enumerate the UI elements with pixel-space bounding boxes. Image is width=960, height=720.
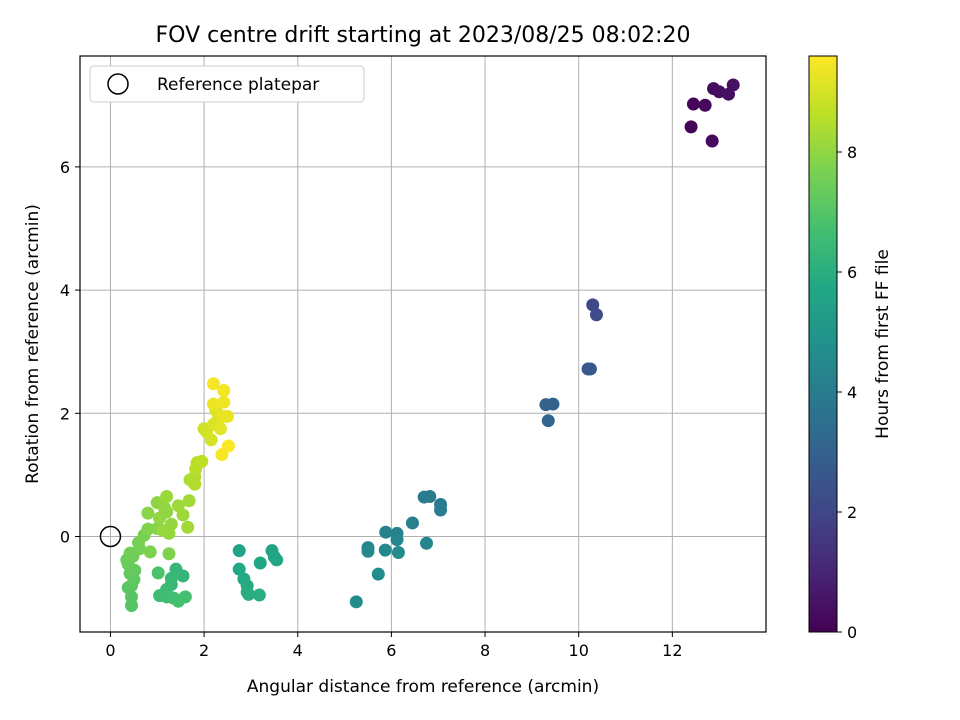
data-point: [195, 454, 209, 468]
data-point: [153, 511, 167, 525]
data-point: [141, 506, 155, 520]
data-point: [589, 308, 603, 322]
data-point: [232, 562, 246, 576]
x-tick-label: 12: [662, 641, 682, 660]
data-point: [371, 567, 385, 581]
data-point: [684, 120, 698, 134]
data-point: [583, 362, 597, 376]
colorbar-tick-label: 4: [847, 383, 857, 402]
chart-title: FOV centre drift starting at 2023/08/25 …: [156, 23, 691, 48]
y-axis-label: Rotation from reference (arcmin): [23, 204, 43, 484]
data-points: [120, 78, 740, 613]
x-tick-label: 8: [480, 641, 490, 660]
data-point: [213, 422, 227, 436]
legend-label: Reference platepar: [157, 75, 319, 95]
data-point: [726, 78, 740, 92]
data-point: [232, 544, 246, 558]
x-tick-label: 0: [105, 641, 115, 660]
plot-frame: [79, 55, 767, 633]
colorbar-tick-label: 2: [847, 503, 857, 522]
data-point: [182, 494, 196, 508]
data-point: [379, 525, 393, 539]
x-tick-label: 4: [293, 641, 303, 660]
y-tick-label: 4: [60, 281, 70, 300]
legend-marker-icon: [107, 73, 129, 95]
data-point: [176, 508, 190, 522]
reference-marker: [99, 525, 122, 548]
data-point: [270, 553, 284, 567]
data-point: [221, 409, 235, 423]
data-point: [541, 414, 555, 428]
data-point: [686, 97, 700, 111]
data-point: [206, 397, 220, 411]
data-point: [162, 526, 176, 540]
x-tick-label: 10: [569, 641, 589, 660]
y-tick-label: 2: [60, 404, 70, 423]
x-axis-label: Angular distance from reference (arcmin): [247, 677, 599, 697]
x-tick-label: 6: [386, 641, 396, 660]
x-axis-ticks: 0 2 4 6 8 10 12: [105, 632, 683, 660]
y-tick-label: 6: [60, 158, 70, 177]
colorbar-ticks: 0 2 4 6 8: [837, 143, 857, 642]
data-point: [141, 522, 155, 536]
legend-box: [89, 65, 365, 103]
data-point: [217, 395, 231, 409]
data-point: [242, 587, 256, 601]
data-point: [151, 566, 165, 580]
data-point: [252, 588, 266, 602]
data-point: [705, 134, 719, 148]
data-point: [253, 556, 267, 570]
data-point: [391, 546, 405, 560]
reference-platepar-point: [99, 525, 122, 548]
data-point: [143, 545, 157, 559]
y-tick-label: 0: [60, 528, 70, 547]
data-point: [160, 489, 174, 503]
data-point: [405, 516, 419, 530]
data-point: [188, 477, 202, 491]
data-point: [181, 520, 195, 534]
colorbar-label: Hours from first FF file: [873, 249, 893, 439]
legend: Reference platepar: [89, 65, 365, 103]
colorbar-tick-label: 8: [847, 143, 857, 162]
data-point: [586, 298, 600, 312]
data-point: [390, 533, 404, 547]
data-point: [434, 503, 448, 517]
colorbar-tick-label: 6: [847, 263, 857, 282]
data-point: [204, 433, 218, 447]
data-point: [420, 536, 434, 550]
colorbar: [808, 55, 838, 633]
data-point: [162, 547, 176, 561]
data-point: [217, 384, 231, 398]
data-point: [178, 590, 192, 604]
x-tick-label: 2: [199, 641, 209, 660]
data-point: [546, 397, 560, 411]
gridlines: [80, 56, 766, 632]
data-point: [361, 544, 375, 558]
data-point: [349, 595, 363, 609]
data-point: [206, 377, 220, 391]
data-point: [378, 543, 392, 557]
data-point: [423, 489, 437, 503]
y-axis-ticks: 0 2 4 6: [60, 158, 80, 547]
colorbar-tick-label: 0: [847, 623, 857, 642]
data-point: [698, 98, 712, 112]
data-point: [221, 439, 235, 453]
